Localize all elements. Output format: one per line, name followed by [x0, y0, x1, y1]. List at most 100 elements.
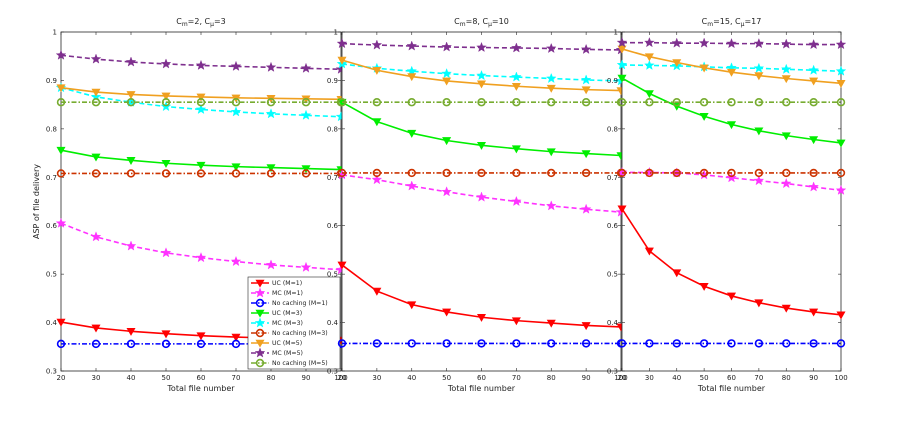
- marker-0-3: [442, 308, 452, 317]
- marker-8-7: [581, 98, 591, 107]
- marker-7-2: [406, 40, 418, 51]
- marker-8-2: [672, 98, 681, 107]
- x-tick-label: 90: [809, 374, 818, 382]
- x-tick-label: 50: [162, 374, 171, 382]
- marker-0-4: [196, 332, 206, 341]
- marker-6-7: [581, 86, 591, 95]
- marker-3-7: [809, 136, 819, 145]
- series-uc-m-1-: [337, 261, 626, 332]
- panel-title: Cm=2, Cμ=3: [176, 17, 226, 28]
- marker-1-2: [406, 180, 418, 191]
- x-tick-label: 100: [834, 374, 847, 382]
- marker-5-6: [547, 168, 556, 178]
- marker-0-4: [476, 313, 487, 322]
- x-tick-label: 100: [614, 374, 627, 382]
- marker-0-7: [581, 322, 591, 331]
- marker-3-5: [231, 163, 241, 172]
- marker-7-0: [336, 38, 348, 49]
- marker-6-3: [442, 77, 452, 86]
- legend-label: No caching (M=1): [272, 300, 328, 307]
- y-tick-label: 0.8: [327, 125, 338, 133]
- marker-2-6: [782, 339, 791, 348]
- marker-7-7: [300, 62, 312, 73]
- y-tick-label: 0.7: [327, 174, 338, 182]
- y-tick-label: 0.7: [607, 174, 618, 182]
- y-tick-label: 0.4: [607, 319, 619, 327]
- x-tick-label: 70: [754, 374, 763, 382]
- x-tick-label: 50: [442, 374, 451, 382]
- marker-7-8: [835, 39, 847, 50]
- marker-6-5: [754, 72, 764, 81]
- marker-4-5: [753, 62, 765, 73]
- x-tick-label: 20: [618, 374, 627, 382]
- x-tick-label: 20: [57, 374, 66, 382]
- series-line: [622, 41, 841, 46]
- series-uc-m-5-: [617, 45, 846, 88]
- legend: UC (M=1) MC (M=1) No caching (M=1) UC (M=3)…: [247, 276, 341, 370]
- marker-0-0: [337, 261, 347, 270]
- legend-label: MC (M=5): [272, 350, 303, 357]
- x-tick-label: 50: [700, 374, 709, 382]
- marker-5-5: [512, 168, 521, 178]
- legend-entry: No caching (M=1): [251, 298, 328, 307]
- marker-1-4: [476, 191, 487, 202]
- marker-5-5: [754, 168, 764, 178]
- marker-6-3: [161, 92, 171, 101]
- y-tick-label: 1: [53, 29, 57, 37]
- marker-3-6: [546, 148, 556, 157]
- marker-8-4: [477, 98, 486, 107]
- marker-4-5: [230, 106, 242, 117]
- marker-0-1: [91, 324, 101, 333]
- marker-6-2: [672, 59, 682, 68]
- marker-5-0: [617, 168, 627, 178]
- marker-5-2: [126, 169, 136, 178]
- marker-0-5: [511, 317, 521, 326]
- x-tick-label: 100: [334, 374, 347, 382]
- marker-2-4: [196, 339, 206, 349]
- x-tick-label: 60: [477, 374, 486, 382]
- marker-legend-6: [255, 339, 265, 348]
- marker-0-5: [754, 299, 764, 308]
- series-mc-m-5-: [616, 37, 847, 50]
- marker-1-0: [55, 217, 67, 228]
- marker-7-1: [644, 37, 655, 48]
- marker-8-6: [547, 98, 556, 107]
- marker-5-0: [56, 169, 66, 178]
- series-mc-m-1-: [55, 217, 347, 275]
- y-tick-label: 0.3: [327, 368, 338, 376]
- marker-2-1: [91, 339, 101, 349]
- series-no-caching-m-5-: [56, 98, 346, 107]
- x-tick-label: 60: [197, 374, 206, 382]
- marker-0-4: [726, 292, 737, 301]
- x-tick-label: 30: [372, 374, 381, 382]
- y-tick-label: 1: [334, 29, 338, 37]
- marker-3-4: [726, 121, 737, 130]
- marker-1-3: [160, 247, 172, 258]
- y-tick-label: 0.5: [46, 271, 57, 279]
- marker-1-5: [511, 195, 522, 207]
- series-line: [621, 64, 842, 73]
- legend-entry: MC (M=5): [251, 347, 303, 358]
- x-axis-label: Total file number: [166, 384, 235, 393]
- marker-8-4: [196, 98, 206, 107]
- marker-1-8: [835, 184, 847, 195]
- marker-2-8: [836, 339, 846, 348]
- x-tick-label: 30: [645, 374, 654, 382]
- series-uc-m-3-: [337, 98, 626, 161]
- marker-3-5: [754, 127, 764, 136]
- marker-8-8: [836, 98, 846, 107]
- x-axis-label: Total file number: [697, 384, 766, 393]
- marker-0-2: [126, 327, 136, 336]
- x-tick-label: 20: [338, 374, 347, 382]
- y-axis-label: ASP of file delivery: [32, 164, 41, 239]
- marker-2-0: [56, 339, 66, 349]
- marker-2-2: [126, 339, 136, 349]
- marker-2-0: [337, 339, 347, 348]
- marker-4-7: [580, 74, 592, 85]
- y-tick-label: 1: [614, 29, 618, 37]
- marker-1-1: [371, 174, 383, 185]
- marker-4-6: [265, 108, 277, 119]
- panel-3: 20 30 40 50 60 70 80 90 1000.30.40.50.60.70.80.9…: [607, 17, 848, 393]
- marker-5-7: [581, 168, 591, 178]
